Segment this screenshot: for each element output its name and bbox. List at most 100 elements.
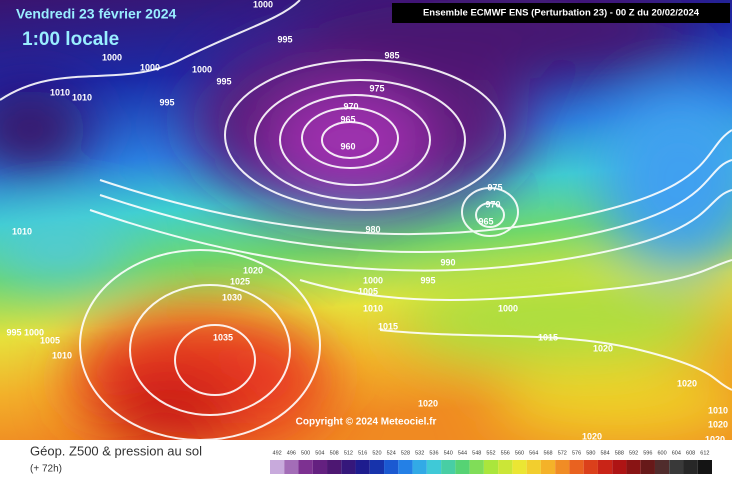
scale-label: 540 [444, 450, 453, 456]
isobar-label: 1005 [40, 335, 60, 345]
scale-label: 584 [600, 450, 609, 456]
scale-label: 536 [429, 450, 438, 456]
isobar-label: 1010 [50, 87, 70, 97]
scale-label: 576 [572, 450, 581, 456]
scale-label: 504 [315, 450, 324, 456]
isobar-label: 965 [478, 216, 493, 226]
isobar-label: 1000 [253, 0, 273, 9]
isobar-label: 970 [485, 199, 500, 209]
scale-label: 512 [344, 450, 353, 456]
isobar-label: 960 [340, 141, 355, 151]
isobar-label: 1000 [498, 303, 518, 313]
scale-label: 580 [586, 450, 595, 456]
scale-label: 568 [543, 450, 552, 456]
scale-swatch [483, 460, 499, 474]
scale-swatch [512, 460, 527, 474]
scale-label: 560 [515, 450, 524, 456]
scale-swatch [455, 460, 470, 474]
scale-swatch [640, 460, 655, 474]
scale-swatch [412, 460, 427, 474]
date: Vendredi 23 février 2024 [16, 6, 177, 22]
isobar-label: 1000 [102, 52, 122, 62]
isobar-label: 1020 [705, 434, 725, 444]
scale-swatch [540, 460, 556, 474]
isobar-label: 1000 [363, 275, 383, 285]
scale-label: 548 [472, 450, 481, 456]
scale-swatch [583, 460, 598, 474]
scale-swatch [626, 460, 641, 474]
scale-label: 552 [486, 450, 495, 456]
scale-swatch [298, 460, 313, 474]
model-box [392, 3, 730, 23]
scale-swatch [327, 460, 342, 474]
isobar-label: 1010 [52, 350, 72, 360]
isobar-label: 1010 [12, 226, 32, 236]
isobar-label: 995 [420, 275, 435, 285]
scale-label: 492 [273, 450, 282, 456]
isobar-label: 975 [487, 182, 502, 192]
scale-label: 596 [643, 450, 652, 456]
scale-swatch [355, 460, 370, 474]
scale-swatch [312, 460, 328, 474]
model-info: Ensemble ECMWF ENS (Perturbation 23) - 0… [423, 8, 700, 19]
scale-swatch [270, 460, 285, 474]
isobar-label: 1000 [140, 62, 160, 72]
isobar-label: 1015 [378, 321, 398, 331]
scale-swatch [569, 460, 584, 474]
copyright: Copyright © 2024 Meteociel.fr [296, 417, 437, 428]
scale-label: 572 [558, 450, 567, 456]
footer-title: Géop. Z500 & pression au sol [30, 443, 202, 458]
scale-label: 604 [672, 450, 681, 456]
scale-swatch [498, 460, 513, 474]
isobar-label: 1020 [243, 265, 263, 275]
scale-label: 528 [401, 450, 410, 456]
isobar-label: 975 [369, 83, 384, 93]
scale-swatch [441, 460, 456, 474]
scale-label: 556 [501, 450, 510, 456]
scale-label: 516 [358, 450, 367, 456]
isobar-label: 1030 [222, 292, 242, 302]
scale-swatch [426, 460, 442, 474]
isobar-label: 1020 [418, 398, 438, 408]
scale-swatch [654, 460, 670, 474]
isobar-label: 1020 [677, 378, 697, 388]
scale-swatch [683, 460, 698, 474]
scale-swatch [526, 460, 541, 474]
isobar-label: 1005 [358, 286, 378, 296]
isobar-label: 1000 [24, 327, 44, 337]
isobar-label: 995 [277, 34, 292, 44]
scale-swatch [469, 460, 484, 474]
isobar-label: 980 [365, 224, 380, 234]
scale-label: 496 [287, 450, 296, 456]
scale-swatch [341, 460, 356, 474]
scale-swatch [369, 460, 385, 474]
isobar-label: 995 [159, 97, 174, 107]
local-time: 1:00 locale [22, 29, 119, 50]
scale-label: 520 [372, 450, 381, 456]
isobar-label: 1025 [230, 276, 250, 286]
scale-label: 588 [615, 450, 624, 456]
isobar-label: 1020 [708, 419, 728, 429]
isobar-label: 1010 [72, 92, 92, 102]
scale-label: 544 [458, 450, 467, 456]
scale-label: 508 [330, 450, 339, 456]
isobar-label: 995 [6, 327, 21, 337]
isobar-label: 1015 [538, 332, 558, 342]
isobar-label: 1010 [363, 303, 383, 313]
scale-swatch [284, 460, 299, 474]
isobar-label: 1020 [582, 431, 602, 441]
scale-swatch [384, 460, 399, 474]
scale-label: 532 [415, 450, 424, 456]
scale-swatch [669, 460, 684, 474]
scale-label: 524 [387, 450, 396, 456]
scale-label: 564 [529, 450, 538, 456]
isobar-label: 970 [343, 101, 358, 111]
isobar-label: 965 [340, 114, 355, 124]
scale-swatch [612, 460, 627, 474]
scale-label: 608 [686, 450, 695, 456]
lead-time: (+ 72h) [30, 464, 62, 475]
isobar-label: 990 [440, 257, 455, 267]
isobar-label: 995 [216, 76, 231, 86]
scale-label: 600 [658, 450, 667, 456]
